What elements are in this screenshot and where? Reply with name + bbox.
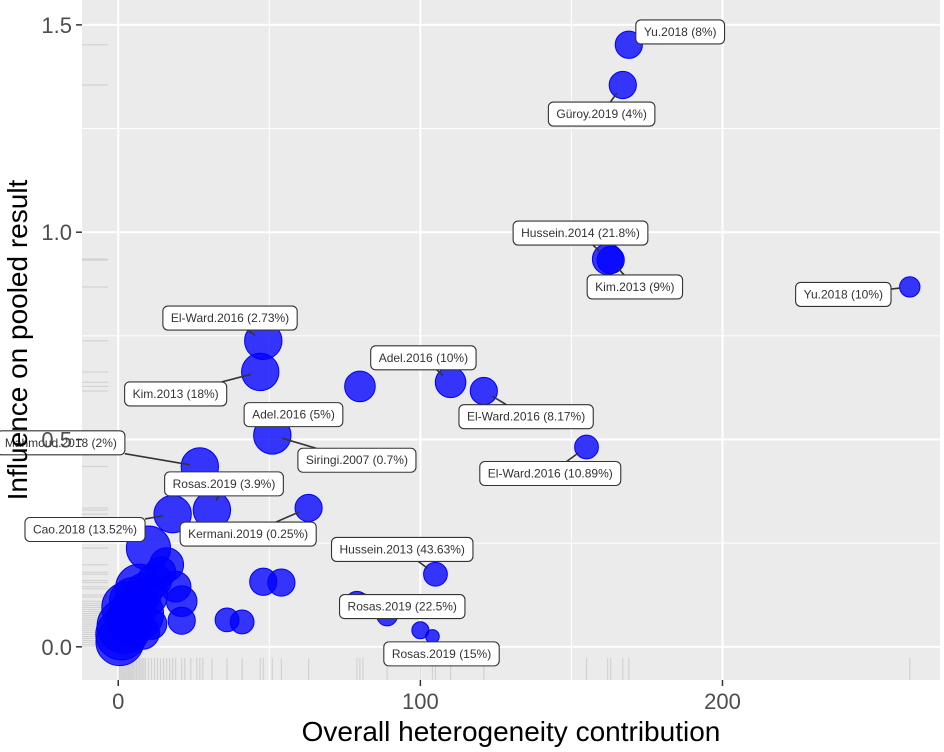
- tick-labels: 0 100 200 0.0 0.5 1.0 1.5: [41, 13, 740, 714]
- x-tick-label: 100: [402, 689, 439, 714]
- label-connector-line: [890, 287, 900, 290]
- label-connector-line: [436, 369, 444, 377]
- data-point: [241, 352, 280, 392]
- major-gridlines: [82, 0, 940, 680]
- point-label-box: [479, 460, 622, 487]
- point-label-text: Hussein.2013 (43.63%): [340, 542, 465, 556]
- point-label-box: [0, 430, 126, 456]
- point-label-box: [795, 281, 892, 307]
- label-connector-line: [144, 515, 163, 520]
- axis-ticks: [76, 24, 724, 686]
- point-label-box: [297, 447, 417, 473]
- label-connector-line: [592, 244, 602, 253]
- data-point: [574, 434, 599, 460]
- point-label-text: Kermani.2019 (0.25%): [188, 527, 308, 541]
- data-point: [229, 609, 255, 635]
- point-label-text: El-Ward.2016 (2.73%): [171, 311, 289, 325]
- label-connector-line: [221, 373, 251, 383]
- point-label-text: Kim.2013 (9%): [595, 280, 674, 294]
- label-connector-line: [616, 266, 625, 276]
- data-point: [294, 493, 323, 523]
- data-point: [167, 606, 196, 635]
- label-connector-line: [566, 452, 579, 463]
- x-tick-label: 0: [112, 689, 124, 714]
- label-connector-line: [281, 437, 317, 450]
- label-connector-line: [215, 495, 220, 502]
- point-label-box: [162, 305, 298, 331]
- point-label-text: Rosas.2019 (3.9%): [173, 477, 276, 491]
- point-label-text: Adel.2016 (10%): [379, 351, 468, 365]
- point-label-box: [586, 274, 684, 300]
- point-label-text: Yu.2018 (8%): [644, 25, 717, 39]
- y-tick-label: 1.0: [41, 220, 72, 245]
- y-tick-label: 0.5: [41, 428, 72, 453]
- point-label-box: [512, 220, 649, 246]
- point-label-text: Adel.2016 (5%): [252, 408, 335, 422]
- label-connector-line: [609, 92, 618, 103]
- data-point: [135, 608, 168, 640]
- label-connector-line: [247, 329, 256, 336]
- y-tick-label: 1.5: [41, 13, 72, 38]
- point-label-box: [635, 19, 726, 45]
- data-point: [423, 561, 448, 587]
- point-label-box: [24, 516, 146, 543]
- point-label-text: Güroy.2019 (4%): [556, 107, 647, 121]
- data-point: [267, 568, 296, 597]
- point-label-box: [338, 594, 466, 620]
- point-label-box: [458, 404, 594, 430]
- x-axis-title: Overall heterogeneity contribution: [302, 716, 721, 747]
- point-label-box: [330, 536, 474, 562]
- point-label-box: [383, 641, 500, 667]
- point-label-text: Kim.2013 (18%): [133, 387, 219, 401]
- point-label-text: El-Ward.2016 (10.89%): [488, 467, 613, 481]
- point-label-box: [547, 101, 656, 127]
- data-point: [344, 370, 376, 403]
- plot-panel: [82, 0, 940, 680]
- label-connectors: [124, 92, 900, 569]
- label-connector-line: [124, 452, 191, 466]
- point-label-box: [164, 471, 284, 497]
- point-label-text: Rosas.2019 (15%): [392, 647, 491, 661]
- data-point: [596, 245, 625, 275]
- x-tick-label: 200: [704, 689, 741, 714]
- y-tick-label: 0.0: [41, 635, 72, 660]
- point-label-text: Rosas.2019 (22.5%): [348, 600, 457, 614]
- point-labels: Yu.2018 (8%) Güroy.2019 (4%) Hussein.2014 …: [0, 19, 892, 667]
- y-axis-title: Influence on pooled result: [2, 179, 33, 500]
- data-point: [425, 629, 440, 644]
- point-label-box: [179, 521, 317, 547]
- label-connector-line: [491, 395, 507, 406]
- point-label-text: Cao.2018 (13.52%): [33, 522, 137, 536]
- data-point: [899, 276, 921, 298]
- label-connector-line: [275, 511, 300, 523]
- point-label-text: Siringi.2007 (0.7%): [306, 453, 408, 467]
- point-label-box: [124, 381, 228, 407]
- point-label-text: Mahmoud.2018 (2%): [5, 436, 117, 450]
- point-label-text: Yu.2018 (10%): [804, 287, 883, 301]
- point-label-box: [243, 402, 344, 428]
- label-connector-line: [417, 560, 428, 569]
- data-point: [469, 376, 498, 406]
- point-label-text: El-Ward.2016 (8.17%): [467, 410, 585, 424]
- point-label-box: [370, 345, 477, 371]
- point-label-text: Hussein.2014 (21.8%): [521, 226, 640, 240]
- data-point: [608, 70, 637, 100]
